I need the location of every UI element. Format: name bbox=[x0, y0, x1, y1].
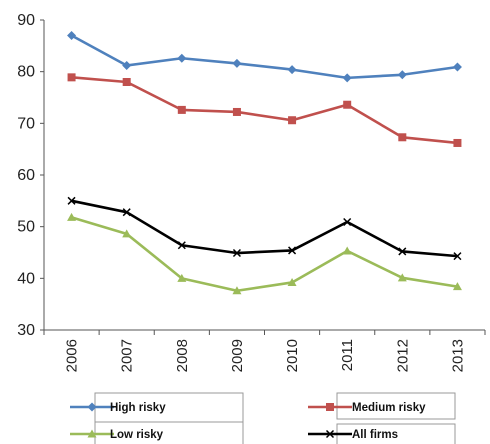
x-tick-label: 2010 bbox=[284, 339, 301, 372]
legend-item: All firms bbox=[308, 423, 456, 444]
data-point bbox=[67, 31, 77, 40]
x-tick-label: 2007 bbox=[119, 339, 136, 372]
data-point bbox=[453, 252, 462, 261]
data-point bbox=[177, 273, 187, 282]
series-line bbox=[71, 199, 458, 258]
legend-marker bbox=[325, 429, 335, 439]
data-point bbox=[122, 208, 131, 217]
data-point bbox=[67, 212, 77, 221]
x-tick-label: 2008 bbox=[174, 339, 191, 372]
x-tick-label: 2012 bbox=[394, 339, 411, 372]
series-line bbox=[70, 34, 458, 80]
data-point bbox=[232, 107, 241, 116]
legend-label: Low risky bbox=[110, 429, 164, 441]
y-tick-labels: 30 40 50 60 70 80 90 bbox=[17, 12, 35, 339]
data-point bbox=[122, 78, 131, 86]
y-tick-label: 70 bbox=[17, 115, 35, 132]
y-tick-label: 90 bbox=[17, 12, 35, 29]
data-point bbox=[453, 138, 462, 147]
data-point bbox=[232, 286, 242, 295]
data-point bbox=[397, 70, 407, 80]
x-tick-label: 2006 bbox=[64, 339, 81, 372]
data-point bbox=[398, 247, 407, 256]
legend: High risky Medium risky Low risky All firms bbox=[70, 392, 456, 444]
data-point bbox=[288, 116, 297, 125]
data-point bbox=[122, 229, 132, 238]
chart-axes bbox=[40, 19, 486, 335]
data-point bbox=[287, 277, 297, 286]
x-tick-label: 2013 bbox=[449, 339, 466, 372]
y-tick-label: 80 bbox=[17, 64, 35, 81]
data-point bbox=[342, 246, 352, 255]
data-point bbox=[288, 246, 297, 255]
data-point bbox=[232, 248, 241, 258]
x-tick-label: 2009 bbox=[229, 339, 246, 372]
data-point bbox=[177, 241, 186, 250]
legend-box bbox=[336, 392, 456, 420]
x-tick-labels: 2006 2007 2008 2009 2010 2011 2012 2013 bbox=[64, 339, 467, 372]
legend-item: Medium risky bbox=[308, 392, 456, 420]
series-line bbox=[71, 216, 458, 293]
data-point bbox=[67, 73, 76, 82]
data-point bbox=[122, 60, 132, 70]
series-low-risky bbox=[67, 212, 462, 295]
data-point bbox=[343, 100, 352, 109]
x-tick-label: 2011 bbox=[339, 339, 356, 371]
series-all-firms bbox=[67, 196, 462, 261]
data-point bbox=[177, 105, 186, 114]
y-tick-label: 40 bbox=[17, 270, 35, 287]
series-line bbox=[71, 76, 458, 145]
data-point bbox=[67, 196, 76, 205]
legend-label: Medium risky bbox=[352, 402, 426, 414]
legend-marker bbox=[87, 402, 97, 412]
data-point bbox=[342, 73, 352, 83]
data-point bbox=[398, 133, 407, 142]
legend-box bbox=[336, 423, 456, 444]
legend-label: High risky bbox=[110, 402, 166, 414]
series-lines bbox=[67, 31, 462, 295]
data-point bbox=[452, 282, 462, 291]
y-tick-label: 50 bbox=[17, 219, 35, 236]
legend-label: All firms bbox=[352, 429, 398, 441]
legend-marker bbox=[326, 403, 334, 411]
series-high-risky bbox=[67, 31, 462, 83]
data-point bbox=[343, 217, 352, 227]
legend-item: Low risky bbox=[70, 421, 244, 444]
legend-marker bbox=[87, 429, 97, 438]
data-point bbox=[397, 273, 407, 282]
data-point bbox=[452, 62, 462, 72]
y-tick-label: 60 bbox=[17, 167, 35, 184]
y-tick-label: 30 bbox=[17, 322, 35, 339]
data-point bbox=[177, 53, 187, 63]
data-point bbox=[287, 65, 297, 75]
series-medium-risky bbox=[67, 73, 462, 147]
data-point bbox=[232, 58, 242, 68]
